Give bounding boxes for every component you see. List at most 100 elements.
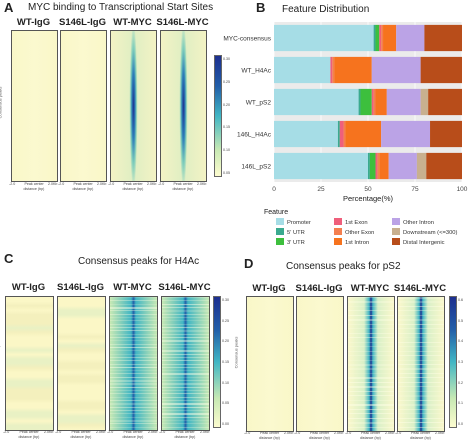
bar-segment-wt-ps2-3-utr — [360, 88, 372, 116]
heatmap-row-texture — [398, 364, 444, 365]
heatmap-row-texture — [110, 340, 157, 342]
bar-segment-146l-h4ac-other-intron — [381, 120, 431, 148]
panel-d-x-tick: 2.0Kb — [435, 431, 445, 435]
heatmap-row-texture — [162, 336, 209, 338]
heatmap-row-texture — [348, 350, 394, 352]
bar-segment-myc-consensus-1st-intron — [383, 24, 397, 52]
heatmap-row-texture — [398, 332, 444, 334]
panel-d-x-label: distance (bp) — [259, 436, 280, 440]
heatmap-row-texture — [110, 396, 157, 399]
heatmap-row-texture — [162, 303, 209, 305]
heatmap-row-texture — [162, 423, 209, 424]
legend-swatch-other-intron — [392, 218, 400, 225]
heatmap-row-texture — [348, 310, 394, 312]
heatmap-row-texture — [162, 326, 209, 329]
heatmap-row-texture — [398, 314, 444, 316]
heatmap-row-texture — [110, 306, 157, 309]
heatmap-row-texture — [398, 337, 444, 339]
panel-c-colorbar-tick: 0.30 — [222, 298, 229, 302]
panel-c-x-tick: -2.0 — [55, 430, 62, 434]
heatmap-row-texture — [162, 350, 209, 352]
panel-d-heatmap-wt-myc — [347, 296, 395, 432]
heatmap-row-texture — [348, 364, 394, 366]
panel-c-x-tick: 2.0Kb — [96, 430, 106, 434]
heatmap-row-texture — [162, 426, 209, 428]
heatmap-row-texture — [348, 390, 394, 393]
panel-a-column-title-s146l-igg: S146L-IgG — [59, 17, 106, 28]
heatmap-row-texture — [348, 323, 394, 325]
heatmap-row-texture — [348, 346, 394, 347]
heatmap-row-texture — [110, 373, 157, 375]
heatmap-row-texture — [110, 353, 157, 355]
panel-d-x-tick: Peak center — [310, 431, 330, 435]
heatmap-row-texture — [162, 383, 209, 385]
panel-a-column-title-wt-myc: WT-MYC — [113, 17, 152, 28]
bar-segment-146l-h4ac-distal-intergenic — [430, 120, 462, 148]
legend-label-3-utr: 3' UTR — [287, 240, 305, 246]
x-axis-label: Percentage(%) — [343, 194, 394, 203]
heatmap-row-texture — [348, 404, 394, 406]
panel-a-x-tick: Peak center — [173, 182, 193, 186]
heatmap-row-texture — [398, 417, 444, 419]
panel-c-title: Consensus peaks for H4Ac — [78, 256, 200, 267]
panel-d-colorbar — [449, 296, 457, 428]
heatmap-row-texture — [110, 300, 157, 302]
bar-segment-146l-ps2-5-utr — [368, 152, 370, 180]
bar-segment-wt-ps2-downstream-300 — [420, 88, 429, 116]
panel-a-x-label: distance (bp) — [172, 187, 194, 191]
bar-segment-146l-h4ac-1st-exon — [339, 120, 344, 148]
bar-segment-146l-ps2-promoter — [274, 152, 368, 180]
heatmap-row-texture — [162, 300, 209, 302]
heatmap-row-texture — [348, 422, 394, 424]
heatmap-row-texture — [110, 410, 157, 412]
heatmap-row-texture — [110, 316, 157, 319]
heatmap-row-texture — [162, 376, 209, 378]
heatmap-row-texture — [110, 310, 157, 311]
bar-segment-wt-ps2-other-exon — [373, 88, 376, 116]
panel-a-x-tick: 2.0Kb — [147, 182, 157, 186]
bar-segment-wt-ps2-1st-intron — [375, 88, 387, 116]
bar-segment-wt-h4ac-other-intron — [371, 56, 421, 84]
legend-swatch-5-utr — [276, 228, 284, 235]
heatmap-row-texture — [110, 356, 157, 358]
heatmap-row-texture — [162, 393, 209, 395]
heatmap-row-texture — [348, 377, 394, 379]
panel-c-x-tick: Peak center — [175, 430, 195, 434]
panel-a-title: MYC binding to Transcriptional Start Sit… — [28, 2, 214, 13]
panel-d-x-tick: 2.0Kb — [284, 431, 294, 435]
panel-a-colorbar-tick: 0.15 — [223, 125, 230, 130]
heatmap-row-texture — [110, 393, 157, 395]
bar-segment-wt-h4ac-1st-exon — [330, 56, 333, 84]
bar-segment-wt-h4ac-other-exon — [332, 56, 335, 84]
heatmap-row-texture — [162, 360, 209, 362]
heatmap-row-texture — [110, 406, 157, 408]
heatmap-row-texture — [348, 417, 394, 420]
panel-c-colorbar-tick: 0.05 — [222, 401, 229, 406]
heatmap-row-texture — [162, 346, 209, 349]
heatmap-row-texture — [110, 383, 157, 385]
heatmap-row-texture — [110, 326, 157, 328]
legend-label-promoter: Promoter — [287, 220, 311, 226]
heatmap-row-texture — [398, 426, 444, 428]
panel-d-column-title-wt-myc: WT-MYC — [350, 283, 390, 294]
bar-segment-146l-ps2-other-intron — [388, 152, 417, 180]
heatmap-row-texture — [398, 355, 444, 357]
bar-segment-myc-consensus-1st-exon — [379, 24, 382, 52]
heatmap-row-texture — [398, 390, 444, 393]
heatmap-row-texture — [162, 343, 209, 345]
heatmap-row-texture — [398, 350, 444, 352]
x-tick-label: 75 — [411, 186, 419, 193]
heatmap-row-texture — [162, 373, 209, 375]
panel-c-x-tick: 2.0Kb — [148, 430, 158, 434]
heatmap-row-texture — [110, 390, 157, 391]
legend-title: Feature — [264, 209, 288, 216]
x-tick-label: 100 — [457, 186, 468, 193]
panel-a-colorbar-tick: 0.20 — [223, 102, 230, 107]
panel-a-x-tick: -2.0 — [108, 182, 115, 186]
panel-d-x-tick: 2.0Kb — [385, 431, 395, 435]
heatmap-row-texture — [398, 408, 444, 410]
heatmap-row-texture — [162, 390, 209, 391]
heatmap-row-texture — [110, 416, 157, 418]
panel-a-x-tick: 2.0Kb — [97, 182, 107, 186]
heatmap-row-texture — [110, 330, 157, 332]
